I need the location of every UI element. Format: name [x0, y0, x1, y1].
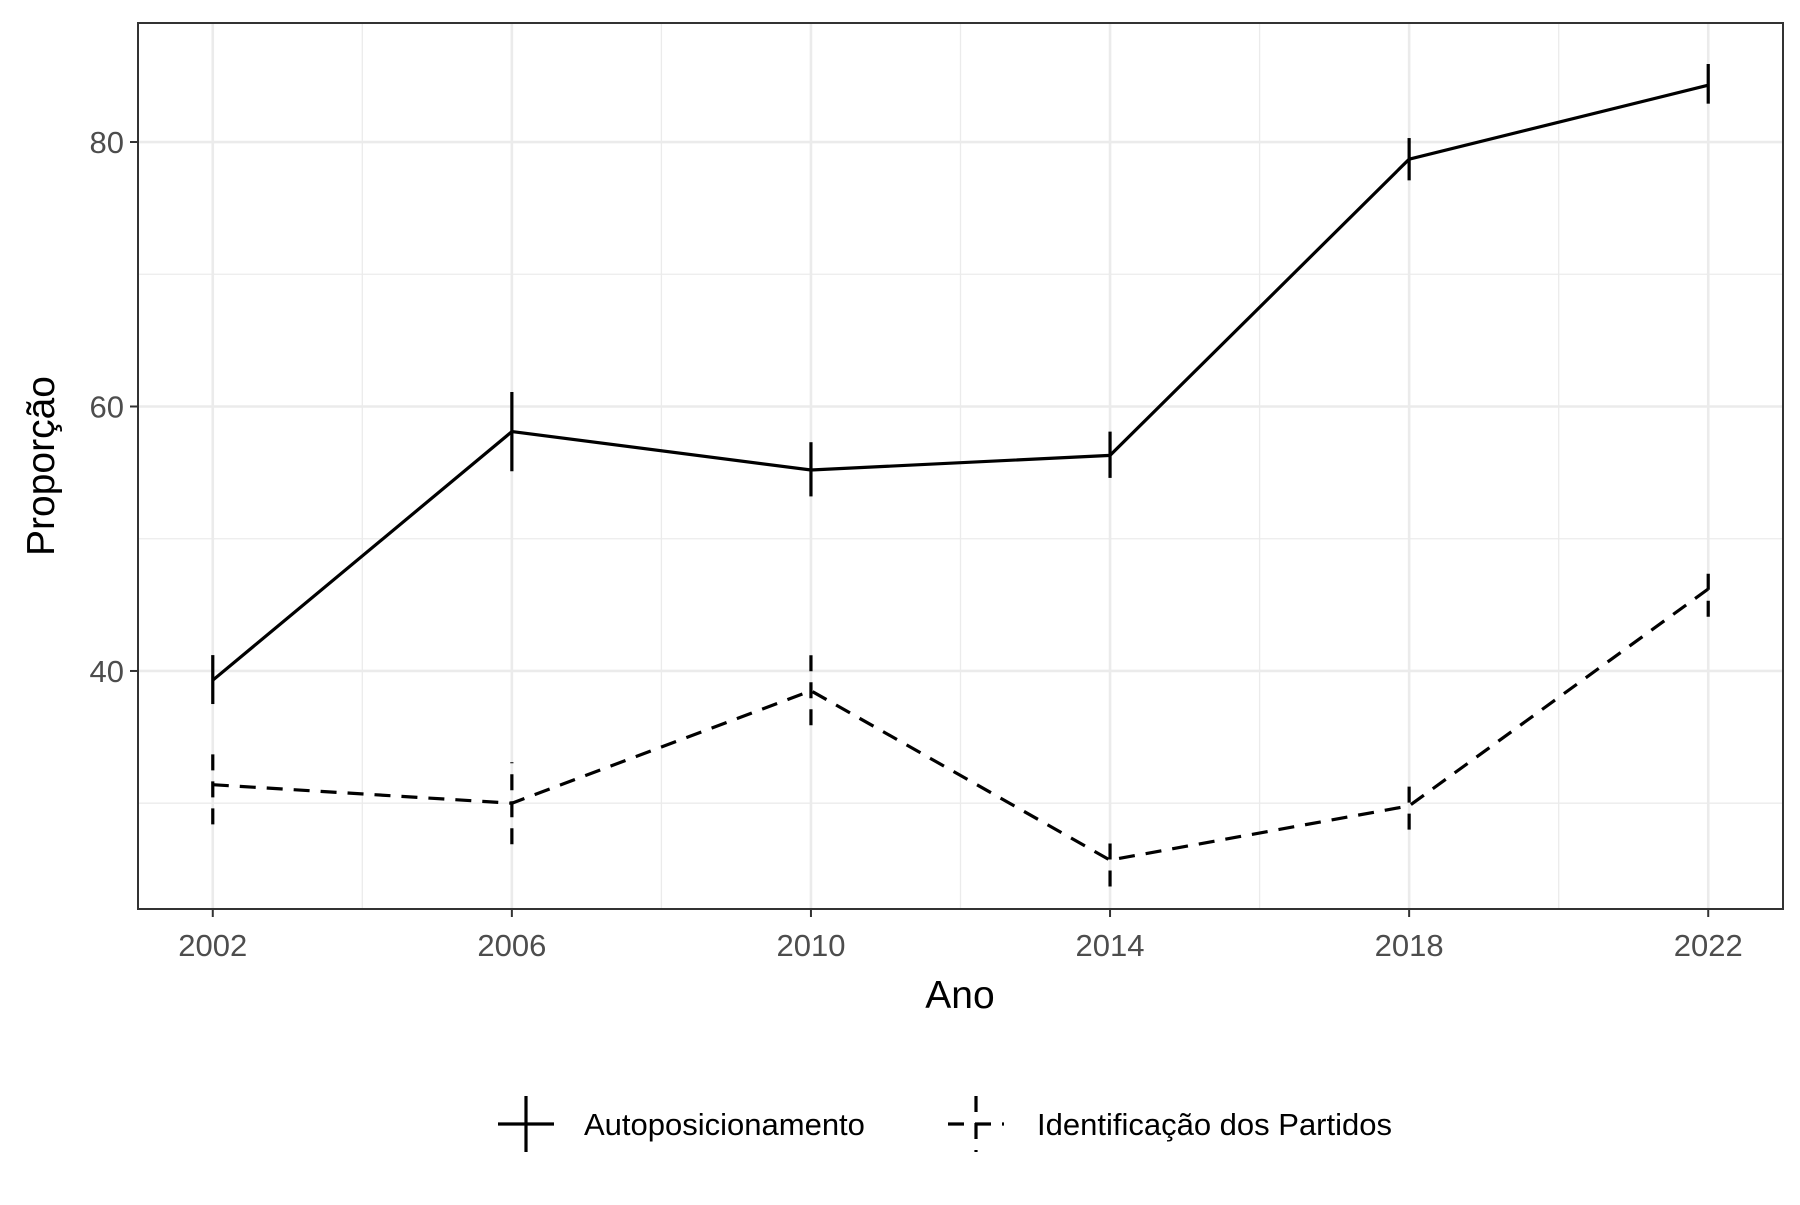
legend-key [948, 1096, 1004, 1152]
series-2 [211, 565, 1710, 887]
y-tick-label: 60 [90, 389, 124, 424]
x-axis-title: Ano [925, 974, 994, 1017]
x-tick-label: 2002 [178, 928, 247, 963]
x-tick-label: 2014 [1076, 928, 1145, 963]
legend-label: Autoposicionamento [584, 1107, 865, 1142]
legend-key [498, 1096, 554, 1152]
series-1 [211, 63, 1710, 705]
x-tick-label: 2006 [477, 928, 546, 963]
series-line [212, 587, 1710, 862]
x-tick-label: 2022 [1674, 928, 1743, 963]
y-tick-label: 80 [90, 125, 124, 160]
y-axis-title: Proporção [20, 376, 63, 556]
x-tick-label: 2018 [1375, 928, 1444, 963]
legend: Autoposicionamento Identificação dos Part… [498, 1096, 1392, 1152]
x-tick-label: 2010 [776, 928, 845, 963]
panel-border [137, 22, 1784, 910]
y-tick-label: 40 [90, 654, 124, 689]
legend-label: Identificação dos Partidos [1037, 1107, 1392, 1142]
series-line [211, 83, 1709, 682]
